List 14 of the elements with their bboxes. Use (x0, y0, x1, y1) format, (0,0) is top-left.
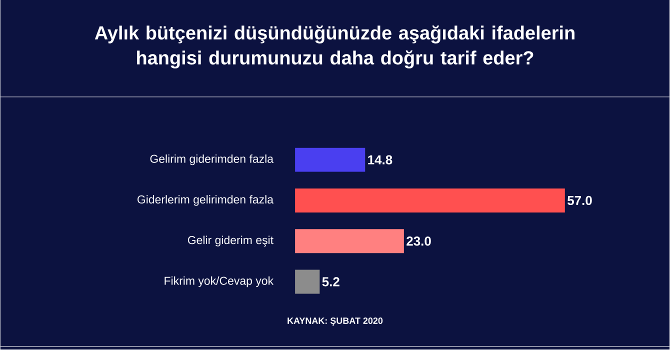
data-label: 57.0 (568, 196, 592, 206)
data-label: 14.8 (368, 155, 392, 165)
y-tick-label: Fikrim yok/Cevap yok (164, 276, 274, 288)
data-label: 23.0 (406, 236, 431, 246)
data-label: 5.2 (322, 277, 340, 287)
bar (295, 148, 366, 172)
y-tick-label: Gelir giderim eşit (188, 236, 274, 247)
bar (295, 188, 565, 213)
bar (295, 229, 404, 254)
y-tick-label: Giderlerim gelirimden fazla (138, 195, 274, 206)
y-tick-label: Gelirim giderimden fazla (150, 154, 274, 166)
chart-title: Aylık bütçenizi düşündüğünüzde aşağıdaki ifadelerin hangisi durumunuzu daha doğru tarif eder? (94, 26, 574, 69)
text: KAYNAK: ŞUBAT 2020 (288, 318, 383, 326)
bar (295, 270, 320, 294)
